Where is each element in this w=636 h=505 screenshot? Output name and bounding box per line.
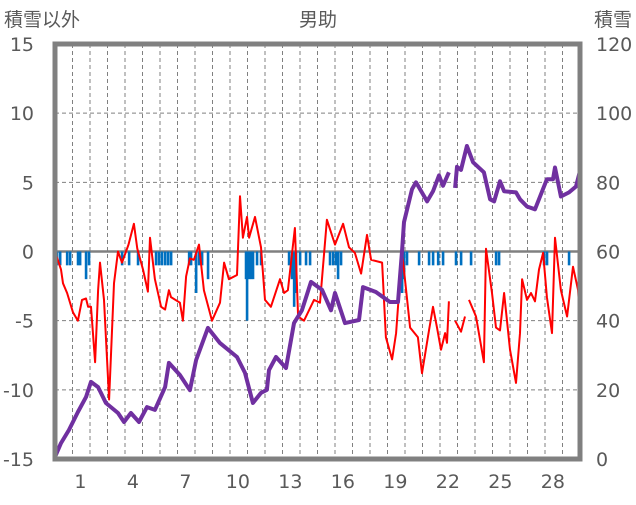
precip-bar xyxy=(65,251,69,266)
precip-bar xyxy=(339,251,343,266)
left-tick-label: 5 xyxy=(22,172,34,194)
precip-bar xyxy=(304,251,308,266)
precip-bar xyxy=(567,251,571,266)
precip-bar xyxy=(427,251,431,266)
precip-bar xyxy=(287,251,291,266)
precip-bar xyxy=(255,251,259,266)
precip-bar xyxy=(497,251,501,266)
grid xyxy=(55,44,580,459)
precip-bar xyxy=(127,251,131,266)
precip-bar xyxy=(290,251,294,280)
precip-bar xyxy=(249,251,253,280)
right-axis-label: 積雪 xyxy=(594,9,632,31)
precip-bar xyxy=(441,251,445,266)
precip-bar xyxy=(454,251,458,266)
chart-title: 男助 xyxy=(299,9,337,31)
x-tick-label: 4 xyxy=(127,471,139,493)
x-tick-label: 13 xyxy=(278,471,302,493)
precip-bar xyxy=(334,251,338,266)
precip-bar xyxy=(431,251,435,266)
precip-bar xyxy=(328,251,332,266)
precip-bar xyxy=(331,251,335,266)
x-tick-label: 16 xyxy=(331,471,355,493)
left-tick-label: -15 xyxy=(3,449,34,471)
precip-bar xyxy=(169,251,173,266)
precip-bar xyxy=(197,251,201,266)
x-tick-label: 7 xyxy=(179,471,191,493)
tick-labels: 15 10 5 0 -5 -10 -15 120 100 80 60 40 20 0 1 4 7 10 13 16 19… xyxy=(3,34,632,493)
left-tick-label: -10 xyxy=(3,380,34,402)
precip-bar xyxy=(469,251,473,266)
right-tick-label: 80 xyxy=(596,172,620,194)
precip-bar xyxy=(405,251,409,266)
x-tick-label: 22 xyxy=(436,471,460,493)
right-tick-label: 100 xyxy=(596,103,632,125)
precip-bar xyxy=(308,251,312,266)
precip-bar xyxy=(166,251,170,266)
precip-bar xyxy=(494,251,498,266)
precip-bar xyxy=(78,251,82,266)
x-tick-label: 19 xyxy=(383,471,407,493)
precip-bar xyxy=(76,251,80,266)
right-tick-label: 40 xyxy=(596,311,620,333)
x-tick-label: 25 xyxy=(488,471,512,493)
left-tick-label: -5 xyxy=(15,311,34,333)
left-tick-label: 10 xyxy=(10,103,34,125)
precip-bar xyxy=(160,251,164,266)
precip-bar xyxy=(136,251,140,266)
right-tick-label: 120 xyxy=(596,34,632,56)
right-tick-label: 0 xyxy=(596,449,608,471)
precip-bar xyxy=(336,251,340,280)
x-tick-label: 28 xyxy=(541,471,565,493)
precip-bar xyxy=(298,251,302,266)
precip-bar xyxy=(200,251,204,266)
precip-bar xyxy=(292,251,296,307)
plot-frame xyxy=(52,41,583,462)
x-tick-label: 10 xyxy=(226,471,250,493)
precip-bar xyxy=(251,251,255,280)
left-axis-label: 積雪以外 xyxy=(4,9,80,31)
precip-bar xyxy=(68,251,72,266)
x-tick-label: 1 xyxy=(74,471,86,493)
precip-bar xyxy=(247,251,251,280)
precip-bar xyxy=(417,251,421,266)
left-tick-label: 15 xyxy=(10,34,34,56)
right-tick-label: 60 xyxy=(596,242,620,264)
precip-bar xyxy=(436,251,440,266)
precip-bar xyxy=(120,251,124,266)
precip-bar xyxy=(459,251,463,266)
precip-bar xyxy=(163,251,167,266)
series-lines xyxy=(53,144,582,458)
precip-bar xyxy=(157,251,161,266)
left-tick-label: 0 xyxy=(22,242,34,264)
precip-bar xyxy=(245,251,249,321)
precip-bar xyxy=(58,251,62,266)
precip-bar xyxy=(206,251,210,280)
snow-depth-line xyxy=(53,144,582,458)
precip-bar xyxy=(545,251,549,266)
precip-bar xyxy=(87,251,91,266)
right-tick-label: 20 xyxy=(596,380,620,402)
precip-bar xyxy=(194,251,198,293)
precip-bar xyxy=(154,251,158,266)
temperature-line xyxy=(54,195,581,401)
precip-bar xyxy=(84,251,88,280)
